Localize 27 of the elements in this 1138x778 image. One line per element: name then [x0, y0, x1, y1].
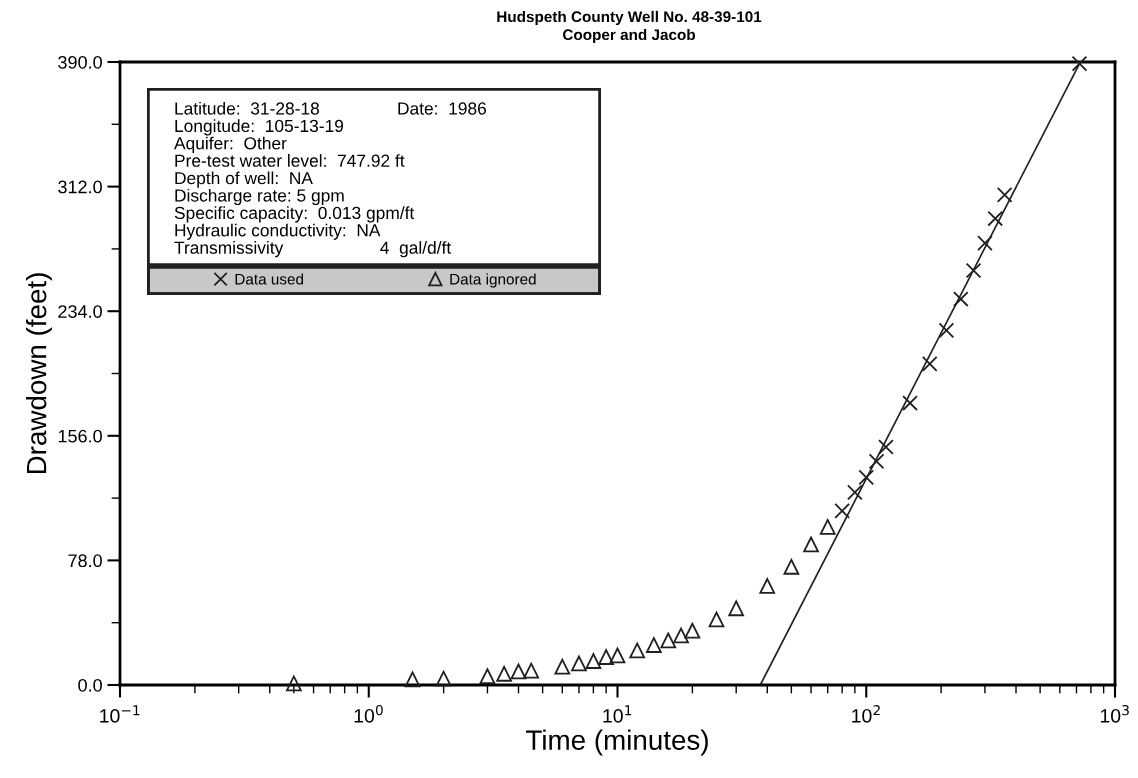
annotation: Pre-test water level: 747.92 ft [175, 154, 405, 167]
annotation: Date: 1986 [398, 102, 486, 115]
x-tick-label: 10$^{2}$ [852, 705, 880, 723]
y-tick-label: 234.0 [58, 305, 102, 318]
annotation: Transmissivity 4 gal/d/ft [174, 241, 452, 258]
x-tick-label: 10$^{0}$ [354, 705, 383, 723]
annotation: Hydraulic conductivity: NA [175, 223, 381, 240]
annotation: Latitude: 31-28-18 [175, 101, 319, 115]
annotation: Discharge rate: 5 gpm [175, 188, 344, 206]
chart-subtitle: Cooper and Jacob [562, 28, 696, 44]
annotation: Longitude: 105-13-19 [175, 119, 344, 136]
y-tick-label: 312.0 [58, 180, 102, 194]
x-tick-label: 10$^{1}$ [603, 705, 632, 723]
x-axis-title: Time (minutes) [526, 729, 708, 756]
legend-label: Data used [235, 273, 303, 285]
y-tick-label: 390.0 [58, 55, 102, 69]
annotation: Aquifer: Other [174, 136, 287, 153]
y-tick-label: 78.0 [68, 554, 102, 568]
x-tick-label: 10$^{3}$ [1100, 705, 1129, 723]
chart-title: Hudspeth County Well No. 48-39-101 [497, 10, 762, 26]
y-tick-label: 0.0 [78, 678, 102, 692]
x-tick-label: 10$^{−1}$ [100, 705, 140, 723]
legend-label: Data ignored [450, 273, 536, 288]
y-tick-label: 156.0 [58, 429, 102, 443]
annotation: Specific capacity: 0.013 gpm/ft [174, 206, 415, 223]
annotation: Depth of well: NA [175, 171, 313, 188]
y-axis-title: Drawdown (feet) [26, 273, 52, 474]
